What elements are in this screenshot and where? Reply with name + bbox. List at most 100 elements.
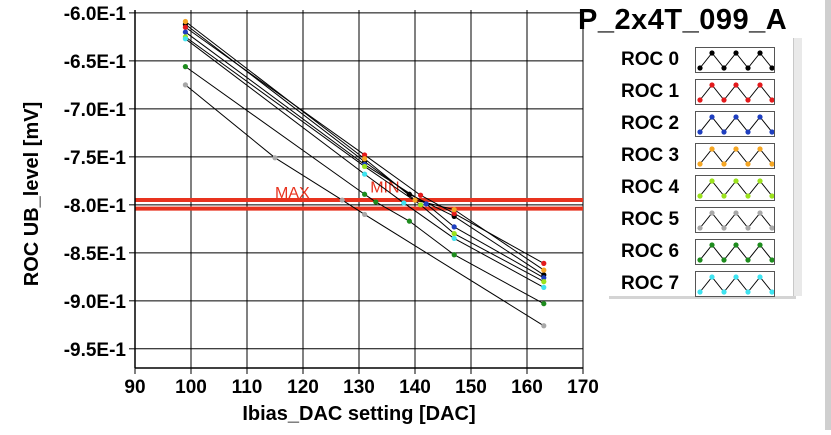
legend-item: ROC 1 xyxy=(609,77,793,107)
data-point xyxy=(182,18,188,25)
window-edge xyxy=(825,0,831,430)
data-point xyxy=(362,152,368,158)
legend-swatch-marker xyxy=(721,193,727,199)
legend-item: ROC 7 xyxy=(609,269,793,299)
y-tick-label: -6.5E-1 xyxy=(64,52,127,73)
legend-swatch-marker xyxy=(769,65,774,71)
legend-swatch-marker xyxy=(697,129,703,135)
data-point xyxy=(339,197,345,203)
data-point xyxy=(541,275,547,281)
legend-swatch xyxy=(695,239,775,265)
legend-item: ROC 4 xyxy=(609,173,793,203)
legend-swatch-marker xyxy=(769,161,774,167)
legend-label: ROC 1 xyxy=(621,81,680,102)
legend-swatch-marker xyxy=(733,210,739,216)
data-point xyxy=(401,200,407,206)
legend-swatch xyxy=(695,175,775,201)
legend-swatch-marker xyxy=(733,114,739,120)
legend-swatch-marker xyxy=(769,97,774,103)
data-point xyxy=(373,199,379,205)
legend-swatch-marker xyxy=(697,65,703,71)
data-point xyxy=(182,24,188,30)
series-line xyxy=(425,203,455,228)
legend-label: ROC 3 xyxy=(621,145,680,166)
legend-swatch-marker xyxy=(757,178,763,184)
legend-swatch-marker xyxy=(697,257,703,263)
data-point xyxy=(541,279,547,285)
legend-swatch-marker xyxy=(697,161,703,167)
data-point xyxy=(182,36,188,42)
data-point xyxy=(362,163,368,170)
data-point xyxy=(406,218,412,224)
series-line xyxy=(364,166,421,206)
series-line xyxy=(453,213,545,264)
data-point xyxy=(272,155,278,161)
data-point xyxy=(541,260,547,266)
data-point xyxy=(451,252,457,258)
series-line xyxy=(453,254,545,305)
series-line xyxy=(375,201,410,222)
y-tick-label: -7.5E-1 xyxy=(64,148,127,169)
data-point xyxy=(423,201,429,207)
x-axis-label: Ibias_DAC setting [DAC] xyxy=(242,403,475,425)
legend-swatch-marker xyxy=(721,225,727,231)
legend-swatch-marker xyxy=(745,161,751,167)
x-tick-label: 130 xyxy=(343,377,375,398)
legend-swatch-marker xyxy=(721,97,727,103)
data-point xyxy=(451,235,457,242)
series-line xyxy=(274,157,343,201)
series-line xyxy=(403,202,455,239)
legend-swatch-marker xyxy=(733,178,739,184)
data-point xyxy=(541,301,547,307)
data-point xyxy=(362,156,368,162)
series-line xyxy=(414,199,455,211)
legend-swatch-marker xyxy=(769,289,774,295)
data-point xyxy=(406,191,412,197)
series-line xyxy=(453,209,545,271)
data-point xyxy=(451,210,457,217)
legend-swatch xyxy=(695,207,775,233)
data-point xyxy=(182,29,188,35)
data-point xyxy=(362,191,368,197)
legend-swatch-marker xyxy=(709,210,715,216)
legend-label: ROC 2 xyxy=(621,113,680,134)
legend-label: ROC 4 xyxy=(621,177,680,198)
y-tick-label: -8.0E-1 xyxy=(64,196,127,217)
legend-swatch-marker xyxy=(709,178,715,184)
data-point xyxy=(451,207,457,213)
x-tick-label: 150 xyxy=(455,377,487,398)
series-line xyxy=(185,38,365,175)
series-line xyxy=(420,194,455,214)
legend-swatch-marker xyxy=(757,114,763,120)
legend-swatch-marker xyxy=(733,82,739,88)
y-tick-label: -8.5E-1 xyxy=(64,244,127,265)
legend-scrollbar[interactable] xyxy=(793,38,802,296)
series-line xyxy=(364,214,545,327)
data-point xyxy=(362,171,368,177)
legend-swatch-marker xyxy=(769,257,774,263)
legend-swatch-marker xyxy=(709,50,715,56)
x-tick-label: 110 xyxy=(232,377,263,398)
data-point xyxy=(541,267,547,273)
legend-item: ROC 2 xyxy=(609,109,793,139)
legend-swatch-marker xyxy=(757,50,763,56)
threshold-label: MAX xyxy=(275,185,310,202)
series-line xyxy=(185,26,365,156)
legend-swatch xyxy=(695,79,775,105)
x-tick-label: 100 xyxy=(175,377,207,398)
legend-swatch-marker xyxy=(721,65,727,71)
data-point xyxy=(362,211,368,218)
x-tick-label: 120 xyxy=(287,377,319,398)
legend-swatch-marker xyxy=(757,82,763,88)
x-tick-label: 160 xyxy=(511,377,543,398)
legend-swatch-marker xyxy=(745,193,751,199)
legend-swatch-marker xyxy=(745,65,751,71)
legend-swatch-marker xyxy=(769,129,774,135)
legend-swatch-marker xyxy=(697,97,703,103)
legend-swatch-marker xyxy=(697,225,703,231)
legend-swatch-marker xyxy=(709,114,715,120)
legend-swatch-marker xyxy=(769,193,774,199)
series-line xyxy=(185,21,365,160)
legend-swatch-marker xyxy=(745,97,751,103)
